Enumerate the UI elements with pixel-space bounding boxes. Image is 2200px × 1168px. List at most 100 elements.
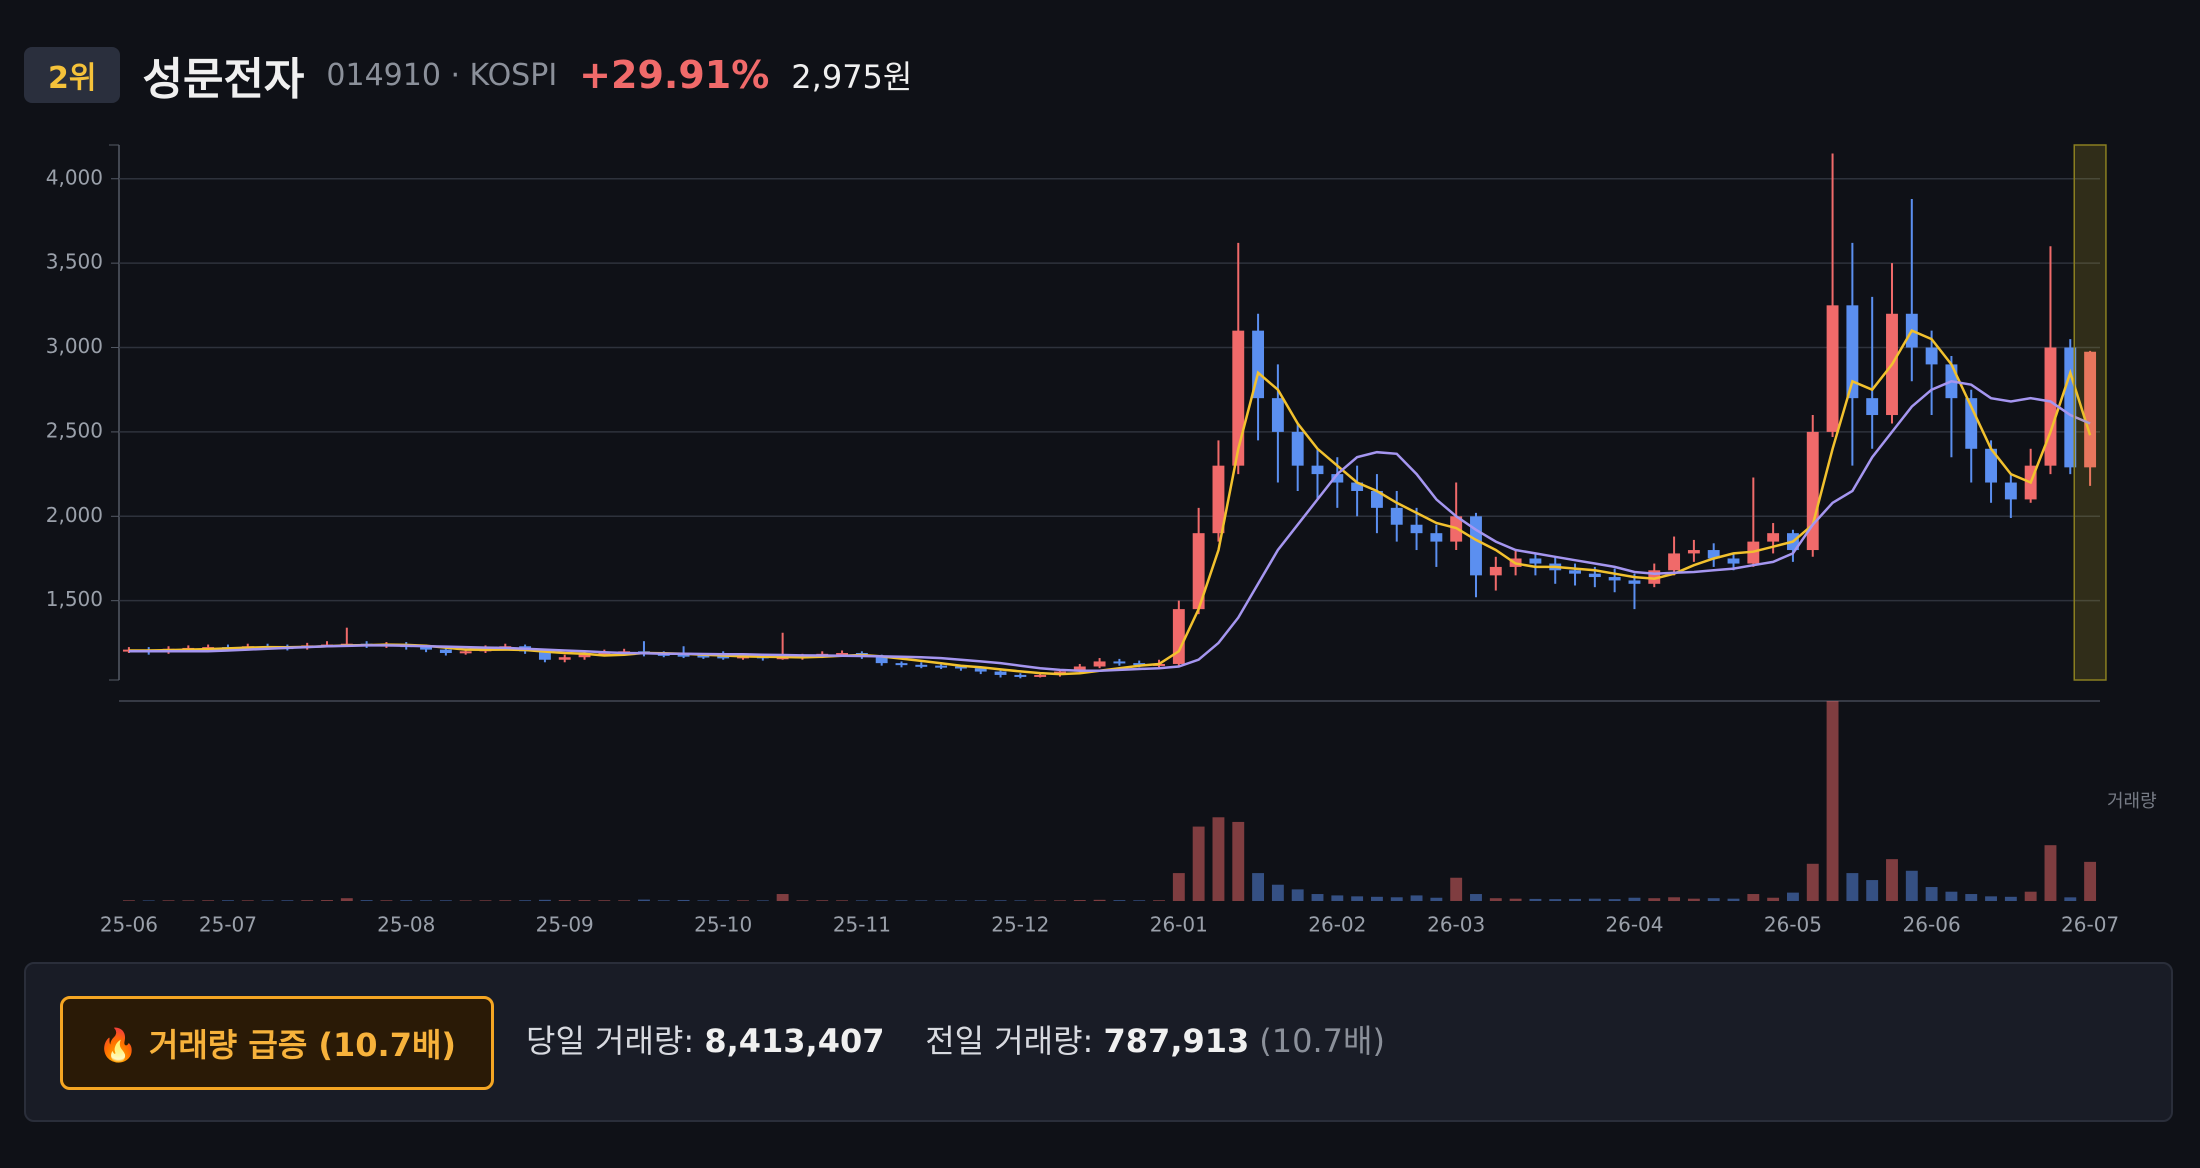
volume-bar	[796, 900, 809, 901]
volume-bar	[1727, 898, 1740, 901]
chart: 1,500 2,000 2,500 3,000 3,500 4,000 25-06 25-07…	[46, 144, 2157, 937]
volume-bar	[1252, 873, 1265, 901]
price: 2,975원	[791, 58, 913, 96]
volume-bar	[321, 900, 333, 901]
candle-body	[836, 652, 849, 655]
volume-bar	[1034, 900, 1047, 901]
volume-bar	[1668, 897, 1681, 901]
x-tick-label: 25-12	[991, 913, 1049, 937]
stock-code: 014910 · KOSPI	[326, 57, 558, 93]
y-tick-label: 1,500	[46, 587, 103, 611]
volume-bar	[1073, 900, 1086, 901]
volume-bar	[717, 900, 730, 901]
volume-bar	[935, 900, 948, 901]
x-tick-label: 25-11	[833, 913, 891, 937]
volume-bar	[1806, 863, 1819, 901]
volume-bar	[1192, 826, 1205, 901]
candle-body	[1727, 558, 1740, 564]
candle-body	[994, 671, 1007, 675]
volume-bar	[1687, 898, 1700, 901]
candle-body	[2044, 347, 2057, 466]
prev-label: 전일 거래량:	[925, 1022, 1094, 1060]
volume-bar	[122, 900, 135, 901]
volume-bar	[1311, 894, 1324, 901]
alert-panel: 🔥 거래량 급증 (10.7배) 당일 거래량: 8,413,407 전일 거래…	[24, 962, 2173, 1122]
volume-bar	[2064, 897, 2077, 901]
volume-bar	[1351, 896, 1364, 901]
volume-bar	[558, 900, 571, 901]
candle-body	[1489, 566, 1502, 576]
volume-bar	[1172, 873, 1185, 901]
candle-body	[1588, 573, 1601, 578]
candle-body	[974, 668, 987, 672]
volume-bar	[360, 900, 373, 901]
volume-bar	[1866, 880, 1879, 901]
volume-bar	[994, 900, 1007, 901]
candle-body	[1014, 674, 1027, 677]
volume-bar	[538, 899, 551, 901]
volume-bar	[1271, 884, 1284, 901]
candle-body	[2084, 351, 2097, 468]
x-tick-label: 26-04	[1605, 913, 1663, 937]
volume-bar	[1450, 877, 1463, 901]
volume-bar	[439, 900, 452, 901]
volume-bar	[420, 900, 432, 901]
volume-bar	[261, 900, 274, 901]
volume-bar	[1767, 897, 1780, 901]
volume-bar	[1826, 701, 1839, 901]
candle-body	[1470, 516, 1482, 576]
volume-bar	[1747, 894, 1760, 901]
volume-bar	[1965, 894, 1978, 901]
volume-bar	[875, 900, 888, 901]
today-value: 8,413,407	[704, 1022, 885, 1060]
volume-bar	[1153, 900, 1165, 901]
volume-bar	[1588, 898, 1601, 901]
volume-bar	[1054, 900, 1066, 901]
candle-body	[915, 664, 928, 667]
today-label: 당일 거래량:	[526, 1022, 695, 1060]
x-tick-label: 25-09	[536, 913, 594, 937]
volume-bar	[2024, 891, 2037, 901]
highlight-box	[2073, 144, 2107, 681]
candle-body	[1410, 524, 1423, 534]
x-tick-label: 26-05	[1764, 913, 1822, 937]
volume-bar	[776, 894, 789, 901]
candle-body	[1232, 330, 1245, 466]
candle-body	[1985, 448, 1997, 483]
candle-body	[1767, 533, 1780, 542]
candle-body	[1370, 490, 1383, 508]
candle-body	[1252, 330, 1265, 399]
x-tick-label: 25-07	[199, 913, 257, 937]
candle-body	[1291, 431, 1304, 466]
candle-body	[2004, 482, 2017, 500]
candle-body	[677, 654, 690, 657]
candle-body	[1628, 580, 1641, 584]
volume-bar	[954, 900, 967, 901]
volume-bar	[638, 899, 650, 901]
volume-bar	[1707, 898, 1720, 901]
y-tick-label: 4,000	[46, 165, 103, 189]
volume-bar	[380, 900, 393, 901]
volume-bar	[1370, 896, 1383, 901]
volume-bar	[479, 900, 492, 901]
volume-bar	[1529, 898, 1542, 901]
volume-bar	[756, 900, 769, 901]
x-tick-label: 26-01	[1150, 913, 1208, 937]
alert-badge: 🔥 거래량 급증 (10.7배)	[60, 996, 494, 1090]
volume-bar	[697, 900, 710, 901]
candle-body	[1351, 482, 1364, 491]
x-tick-label: 25-06	[100, 913, 158, 937]
candle-body	[1806, 431, 1819, 551]
volume-bar	[1014, 900, 1027, 901]
volume-bar	[1133, 900, 1146, 901]
candle-body	[578, 653, 591, 658]
candle-body	[1093, 661, 1106, 667]
ratio: (10.7배)	[1259, 1022, 1385, 1060]
volume-info: 당일 거래량: 8,413,407 전일 거래량: 787,913 (10.7배)	[526, 1016, 1385, 1062]
volume-bar	[340, 898, 353, 901]
candle-body	[2064, 347, 2077, 468]
candle-body	[1430, 533, 1443, 542]
volume-bar	[1925, 887, 1938, 901]
candle-body	[558, 657, 571, 660]
stock-name: 성문전자	[142, 54, 305, 105]
